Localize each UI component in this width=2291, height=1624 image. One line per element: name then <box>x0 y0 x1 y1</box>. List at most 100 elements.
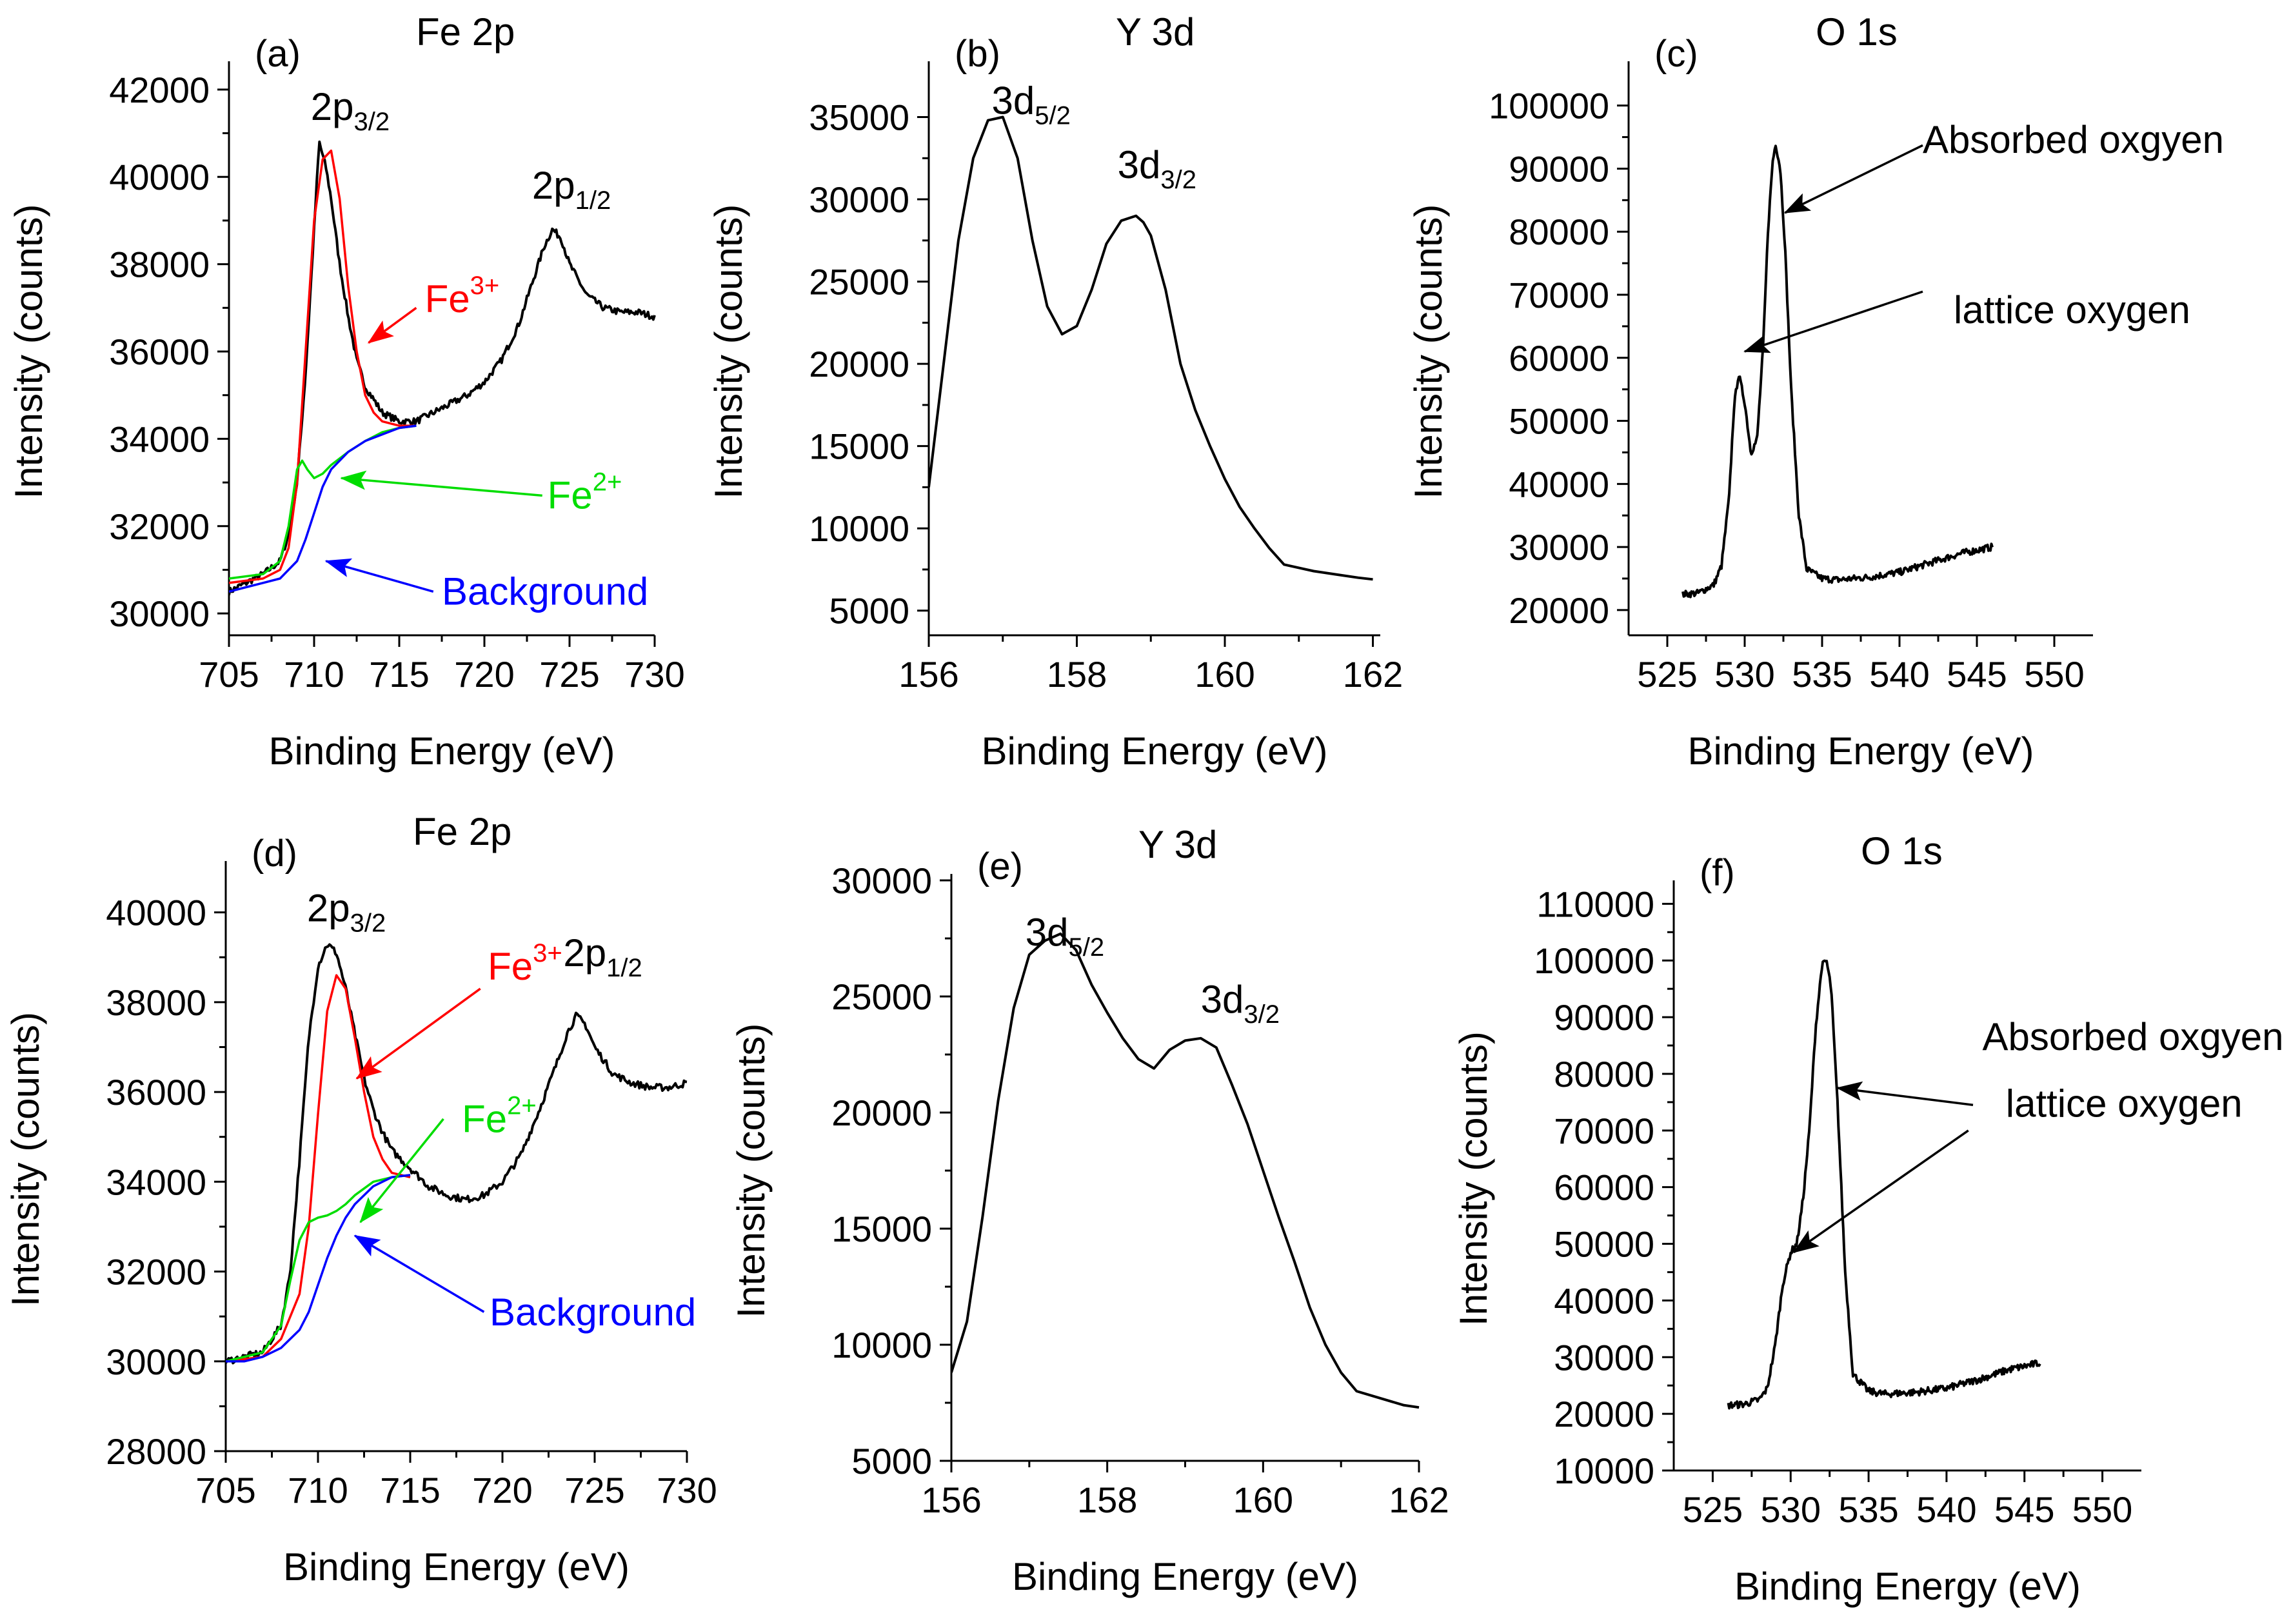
x-tick-label: 705 <box>195 1470 255 1510</box>
y-tick-label: 80000 <box>1509 212 1609 252</box>
panel-title: Fe 2p <box>413 810 511 853</box>
x-tick-label: 710 <box>284 654 344 695</box>
y-tick-label: 35000 <box>809 97 909 138</box>
panel-label: (d) <box>252 833 297 875</box>
annotation: 3d5/2 <box>1026 911 1104 962</box>
y-tick-label: 5000 <box>851 1441 932 1481</box>
annotation: Background <box>324 558 648 613</box>
annotation-text: Background <box>490 1291 696 1334</box>
annotation-text: 3d <box>1026 911 1069 954</box>
annotation-label: Background <box>442 570 648 613</box>
chart-panel-6: 525 530 535 540 545 550 10000 20000 30000 40000 50… <box>1452 829 2284 1608</box>
y-axis-title: Intensity (counts) <box>7 204 50 499</box>
annotation-arrow <box>1783 144 1923 214</box>
annotation: Fe2+ <box>340 468 622 517</box>
x-tick-label: 158 <box>1047 654 1107 695</box>
annotation-label: 2p1/2 <box>563 931 642 982</box>
y-tick-label: 80000 <box>1554 1054 1654 1094</box>
annotation-text: Absorbed oxgyen <box>1923 118 2224 161</box>
plot-area <box>226 943 688 1365</box>
y-tick-label: 30000 <box>109 593 210 634</box>
annotation-arrow <box>1836 1081 1974 1107</box>
y-tick-label: 10000 <box>809 508 909 549</box>
x-tick-label: 725 <box>564 1470 624 1510</box>
annotation-label: 3d3/2 <box>1118 143 1196 194</box>
annotation-text: Fe <box>425 277 470 321</box>
chart-panel-3: 525 530 535 540 545 550 20000 30000 40000 50000 60… <box>1407 10 2224 773</box>
x-axis-title: Binding Energy (eV) <box>1688 729 2034 773</box>
x-tick-label: 530 <box>1714 654 1774 695</box>
x-tick-label: 525 <box>1683 1489 1743 1530</box>
annotation: Background <box>353 1234 696 1334</box>
annotation-text: 3d <box>1118 143 1161 186</box>
panel-title: O 1s <box>1816 10 1898 54</box>
x-tick-label: 160 <box>1195 654 1255 695</box>
x-tick-label: 530 <box>1761 1489 1821 1530</box>
annotation-label: Absorbed oxgyen <box>1983 1015 2284 1058</box>
y-tick-label: 34000 <box>109 419 210 459</box>
annotation-arrow <box>367 306 417 344</box>
y-tick-label: 90000 <box>1554 997 1654 1038</box>
y-tick-label: 5000 <box>829 591 909 631</box>
x-tick-label: 545 <box>1994 1489 2054 1530</box>
panels-group: 705 710 715 720 725 730 30000 32000 34000 36000 38… <box>4 10 2284 1608</box>
plot-area <box>229 140 656 595</box>
x-tick-label: 550 <box>2024 654 2084 695</box>
panel-label: (f) <box>1700 852 1735 894</box>
annotation-subscript: 3/2 <box>1160 166 1196 194</box>
x-tick-label: 710 <box>288 1470 348 1510</box>
annotation: lattice oxygen <box>1743 288 2190 353</box>
chart-panel-1: 705 710 715 720 725 730 30000 32000 34000 36000 38… <box>7 10 685 773</box>
y-tick-label: 30000 <box>106 1342 206 1382</box>
annotation-label: 2p3/2 <box>307 887 386 938</box>
annotation-text: Fe <box>488 945 533 988</box>
y-tick-label: 32000 <box>109 506 210 547</box>
annotation: 2p3/2 <box>311 85 390 136</box>
annotation-label: Fe2+ <box>462 1092 537 1141</box>
panel-label: (b) <box>955 33 1000 75</box>
y-tick-label: 40000 <box>109 157 210 197</box>
x-tick-label: 535 <box>1792 654 1852 695</box>
x-tick-label: 720 <box>454 654 514 695</box>
annotation-label: Absorbed oxgyen <box>1923 118 2224 161</box>
y-tick-label: 20000 <box>809 344 909 384</box>
annotation-superscript: 3+ <box>470 272 500 300</box>
series-line-y-3d <box>929 115 1373 581</box>
series-line-fe3- <box>226 974 411 1363</box>
y-axis-title: Intensity (counts) <box>707 204 750 499</box>
annotation-text: lattice oxygen <box>1954 288 2190 332</box>
series-line-o-1s <box>1681 144 1994 599</box>
x-tick-label: 545 <box>1947 654 2007 695</box>
x-tick-label: 156 <box>898 654 958 695</box>
x-tick-label: 720 <box>472 1470 532 1510</box>
annotation-label: Fe2+ <box>548 468 622 517</box>
chart-panel-5: 156 158 160 162 5000 10000 15000 20000 25000 3000… <box>729 823 1449 1598</box>
x-tick-label: 715 <box>369 654 429 695</box>
annotation-text: 3d <box>1201 978 1244 1021</box>
annotation: 3d5/2 <box>992 79 1071 130</box>
y-tick-label: 15000 <box>809 426 909 467</box>
x-tick-label: 540 <box>1916 1489 1976 1530</box>
y-axis-title: Intensity (counts) <box>4 1012 47 1307</box>
annotation: Fe3+ <box>355 939 562 1080</box>
panel-label: (c) <box>1654 33 1698 75</box>
x-axis-title: Binding Energy (eV) <box>1012 1555 1358 1598</box>
x-tick-label: 725 <box>539 654 599 695</box>
y-tick-label: 36000 <box>109 332 210 372</box>
annotation: lattice oxygen <box>1792 1082 2243 1254</box>
annotation-arrow <box>1792 1129 1969 1254</box>
x-tick-label: 730 <box>657 1470 717 1510</box>
y-tick-label: 36000 <box>106 1072 206 1113</box>
annotation-text: Fe <box>462 1098 507 1141</box>
y-tick-label: 38000 <box>106 982 206 1023</box>
y-tick-label: 100000 <box>1489 86 1609 126</box>
y-tick-label: 30000 <box>809 179 909 220</box>
y-tick-label: 60000 <box>1554 1167 1654 1208</box>
y-axis-title: Intensity (counts) <box>729 1024 773 1318</box>
panel-title: Y 3d <box>1116 10 1195 54</box>
annotation-subscript: 3/2 <box>350 909 386 938</box>
x-axis-title: Binding Energy (eV) <box>283 1545 630 1589</box>
y-tick-label: 30000 <box>831 860 932 901</box>
series-line-fe2- <box>226 1174 411 1363</box>
